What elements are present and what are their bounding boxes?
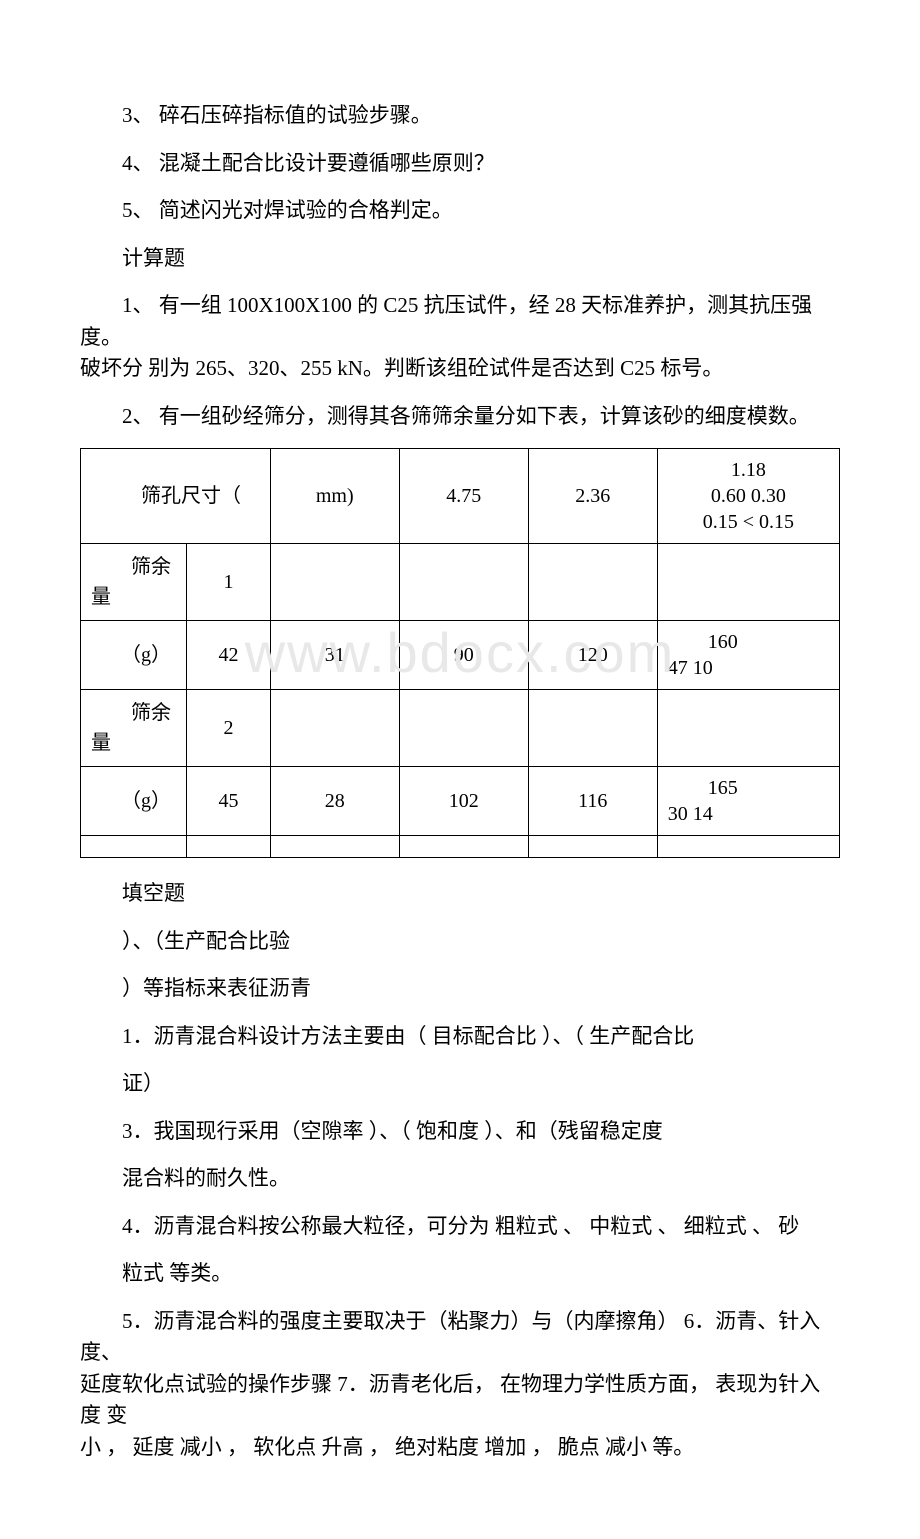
- table-cell: 1.18 0.60 0.30 0.15 < 0.15: [657, 449, 839, 544]
- fill-frag-1: ）、（生产配合比验: [80, 926, 840, 958]
- calc-question-1: 1、 有一组 100X100X100 的 C25 抗压试件，经 28 天标准养护…: [80, 290, 840, 385]
- sieve-table: 筛孔尺寸（ mm) 4.75 2.36 1.18 0.60 0.30 0.15 …: [80, 448, 840, 858]
- table-cell: 116: [528, 767, 657, 836]
- calc-question-2: 2、 有一组砂经筛分，测得其各筛筛余量分如下表，计算该砂的细度模数。: [80, 401, 840, 433]
- table-cell: 1: [187, 544, 270, 621]
- calc-q1-line2: 破坏分 别为 265、320、255 kN。判断该组砼试件是否达到 C25 标号…: [80, 353, 840, 385]
- table-cell: [528, 690, 657, 767]
- fill-zheng: 证）: [80, 1068, 840, 1100]
- table-cell: [270, 836, 399, 858]
- question-3: 3、 碎石压碎指标值的试验步骤。: [80, 100, 840, 132]
- table-cell: mm): [270, 449, 399, 544]
- calc-title: 计算题: [80, 243, 840, 275]
- table-cell: [399, 836, 528, 858]
- table-cell: [399, 544, 528, 621]
- table-cell: 28: [270, 767, 399, 836]
- table-row: 筛余量 2: [81, 690, 840, 767]
- table-cell: [657, 544, 839, 621]
- fill-q5-line3: 小 ， 延度 减小 ， 软化点 升高 ， 绝对粘度 增加 ， 脆点 减小 等。: [80, 1432, 840, 1464]
- table-row: （g） 42 31 90 120 160 47 10: [81, 621, 840, 690]
- fill-type: 粒式 等类。: [80, 1258, 840, 1290]
- fill-q1: 1．沥青混合料设计方法主要由（ 目标配合比 ）、（ 生产配合比: [80, 1021, 840, 1053]
- fill-frag-2: ）等指标来表征沥青: [80, 973, 840, 1005]
- fill-q5: 5．沥青混合料的强度主要取决于（粘聚力）与（内摩擦角） 6．沥青、针入度、 延度…: [80, 1306, 840, 1464]
- question-5: 5、 简述闪光对焊试验的合格判定。: [80, 195, 840, 227]
- fill-title: 填空题: [80, 878, 840, 910]
- table-cell: 31: [270, 621, 399, 690]
- fill-q3: 3．我国现行采用（空隙率 ）、（ 饱和度 ）、和（残留稳定度: [80, 1116, 840, 1148]
- table-cell: 120: [528, 621, 657, 690]
- table-cell: [270, 690, 399, 767]
- table-cell: [270, 544, 399, 621]
- table-cell: （g）: [81, 767, 187, 836]
- table-cell: 165 30 14: [657, 767, 839, 836]
- question-4: 4、 混凝土配合比设计要遵循哪些原则？: [80, 148, 840, 180]
- fill-durability: 混合料的耐久性。: [80, 1163, 840, 1195]
- fill-q5-line2: 延度软化点试验的操作步骤 7．沥青老化后， 在物理力学性质方面， 表现为针入度 …: [80, 1369, 840, 1432]
- fill-q5-line1: 5．沥青混合料的强度主要取决于（粘聚力）与（内摩擦角） 6．沥青、针入度、: [80, 1306, 840, 1369]
- table-cell: 筛余量: [81, 544, 187, 621]
- table-cell: [528, 836, 657, 858]
- table-cell: 2.36: [528, 449, 657, 544]
- table-row: [81, 836, 840, 858]
- table-cell: [528, 544, 657, 621]
- table-row: （g） 45 28 102 116 165 30 14: [81, 767, 840, 836]
- table-cell: [187, 836, 270, 858]
- table-cell: 160 47 10: [657, 621, 839, 690]
- table-cell: （g）: [81, 621, 187, 690]
- table-cell: 筛余量: [81, 690, 187, 767]
- table-row: 筛孔尺寸（ mm) 4.75 2.36 1.18 0.60 0.30 0.15 …: [81, 449, 840, 544]
- table-cell: [657, 690, 839, 767]
- calc-q1-line1: 1、 有一组 100X100X100 的 C25 抗压试件，经 28 天标准养护…: [80, 290, 840, 353]
- table-row: 筛余量 1: [81, 544, 840, 621]
- table-cell: 筛孔尺寸（: [81, 449, 271, 544]
- fill-q4: 4．沥青混合料按公称最大粒径，可分为 粗粒式 、 中粒式 、 细粒式 、 砂: [80, 1211, 840, 1243]
- table-cell: [81, 836, 187, 858]
- table-cell: 42: [187, 621, 270, 690]
- table-cell: 90: [399, 621, 528, 690]
- table-cell: [399, 690, 528, 767]
- table-cell: 2: [187, 690, 270, 767]
- table-cell: 4.75: [399, 449, 528, 544]
- table-cell: 102: [399, 767, 528, 836]
- table-cell: [657, 836, 839, 858]
- table-cell: 45: [187, 767, 270, 836]
